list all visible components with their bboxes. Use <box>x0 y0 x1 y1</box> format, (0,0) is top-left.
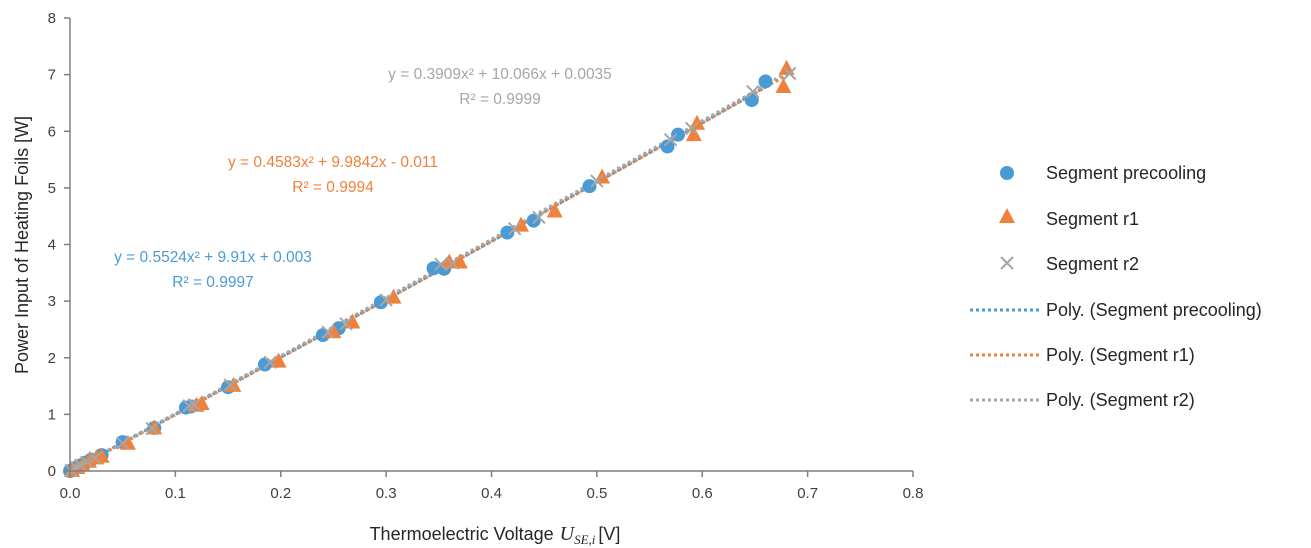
equation-segment-r2: y = 0.3909x² + 10.066x + 0.0035 <box>388 66 612 83</box>
point-r2 <box>187 398 202 412</box>
point-r2 <box>182 399 196 413</box>
legend-marker-r1 <box>999 208 1015 223</box>
point-r1 <box>385 288 402 304</box>
point-precooling <box>582 179 597 194</box>
point-r1 <box>546 202 563 218</box>
r-squared-segment-precooling: R² = 0.9997 <box>172 274 253 291</box>
y-axis-title: Power Input of Heating Foils [W] <box>12 116 32 374</box>
equation-segment-r1: y = 0.4583x² + 9.9842x - 0.011 <box>228 154 438 171</box>
point-precooling <box>426 261 441 276</box>
point-r2 <box>88 451 102 465</box>
point-r1 <box>775 77 792 93</box>
r-squared-segment-r1: R² = 0.9994 <box>292 179 374 196</box>
point-r1 <box>685 126 702 142</box>
legend-marker-r2 <box>1000 256 1014 270</box>
x-tick-label: 0.0 <box>60 485 81 502</box>
legend-item-r1: Segment r1 <box>999 208 1139 229</box>
legend-label-poly-precooling: Poly. (Segment precooling) <box>1046 300 1262 320</box>
point-precooling <box>660 139 675 154</box>
point-r1 <box>451 253 468 269</box>
point-r2 <box>590 174 604 188</box>
x-axis-title-text: Thermoelectric Voltage <box>370 524 554 544</box>
point-r2 <box>783 66 797 81</box>
y-tick-label: 3 <box>48 293 56 310</box>
point-r2 <box>339 317 353 331</box>
x-axis-title-variable: U <box>560 523 576 545</box>
point-r1 <box>225 376 242 392</box>
point-r2 <box>321 325 335 339</box>
legend-label-r1: Segment r1 <box>1046 209 1139 229</box>
y-tick-label: 6 <box>48 123 56 140</box>
point-r1 <box>270 352 287 368</box>
y-tick-label: 1 <box>48 406 56 423</box>
point-precooling <box>257 357 272 372</box>
point-r1 <box>778 59 795 75</box>
x-tick-label: 0.7 <box>797 485 818 502</box>
x-tick-label: 0.4 <box>481 485 502 502</box>
y-tick-label: 4 <box>48 237 56 254</box>
y-tick-label: 7 <box>48 67 56 84</box>
point-r2 <box>445 256 460 270</box>
legend-label-poly-r1: Poly. (Segment r1) <box>1046 345 1195 365</box>
point-r2 <box>434 257 448 272</box>
tick-labels: 0.0 0.1 0.2 0.3 0.4 0.5 0.6 0.7 0.8 0 1 2 3 4 5 6 7 8 <box>48 10 924 502</box>
x-tick-label: 0.1 <box>165 485 186 502</box>
x-tick-label: 0.6 <box>692 485 713 502</box>
legend-item-poly-precooling: Poly. (Segment precooling) <box>970 300 1262 320</box>
point-r2 <box>223 378 237 392</box>
trendline-poly-precooling <box>69 85 767 473</box>
y-tick-label: 5 <box>48 180 56 197</box>
legend-item-poly-r2: Poly. (Segment r2) <box>970 390 1195 410</box>
y-tick-label: 0 <box>48 463 56 480</box>
legend-label-precooling: Segment precooling <box>1046 163 1206 183</box>
point-r2 <box>80 455 94 469</box>
point-precooling <box>526 213 541 228</box>
point-precooling <box>500 225 515 240</box>
x-tick-label: 0.5 <box>586 485 607 502</box>
point-r2 <box>685 121 699 136</box>
legend-label-poly-r2: Poly. (Segment r2) <box>1046 390 1195 410</box>
point-r2 <box>746 84 760 99</box>
point-r2 <box>379 293 393 307</box>
point-r2 <box>532 210 546 225</box>
fit-equations: y = 0.3909x² + 10.066x + 0.0035 R² = 0.9… <box>114 66 612 291</box>
point-r1 <box>193 395 210 411</box>
point-r1 <box>119 434 136 450</box>
legend-label-r2: Segment r2 <box>1046 254 1139 274</box>
point-r2 <box>115 436 130 450</box>
x-tick-label: 0.2 <box>270 485 291 502</box>
point-precooling <box>373 295 388 310</box>
point-r2 <box>263 355 277 369</box>
point-r1 <box>513 216 530 232</box>
legend-item-precooling: Segment precooling <box>1000 163 1206 183</box>
legend: Segment precooling Segment r1 Segment r2… <box>970 163 1262 410</box>
point-precooling <box>758 74 773 89</box>
point-r2 <box>73 458 88 473</box>
x-tick-label: 0.8 <box>903 485 924 502</box>
equation-segment-precooling: y = 0.5524x² + 9.91x + 0.003 <box>114 249 312 266</box>
legend-item-poly-r1: Poly. (Segment r1) <box>970 345 1195 365</box>
point-r2 <box>663 133 678 147</box>
x-axis-title: Thermoelectric Voltage USE,i [V] <box>370 523 621 547</box>
point-r2 <box>145 421 159 436</box>
x-axis-title-unit: [V] <box>598 524 620 544</box>
y-tick-label: 8 <box>48 10 56 27</box>
x-tick-label: 0.3 <box>376 485 397 502</box>
legend-marker-precooling <box>1000 166 1014 180</box>
r-squared-segment-r2: R² = 0.9999 <box>459 91 540 108</box>
point-r2 <box>507 221 522 236</box>
legend-item-r2: Segment r2 <box>1000 254 1139 274</box>
point-precooling <box>671 127 686 142</box>
y-tick-label: 2 <box>48 350 56 367</box>
data-points <box>63 59 797 478</box>
x-axis-title-subscript: SE,i <box>574 532 596 547</box>
